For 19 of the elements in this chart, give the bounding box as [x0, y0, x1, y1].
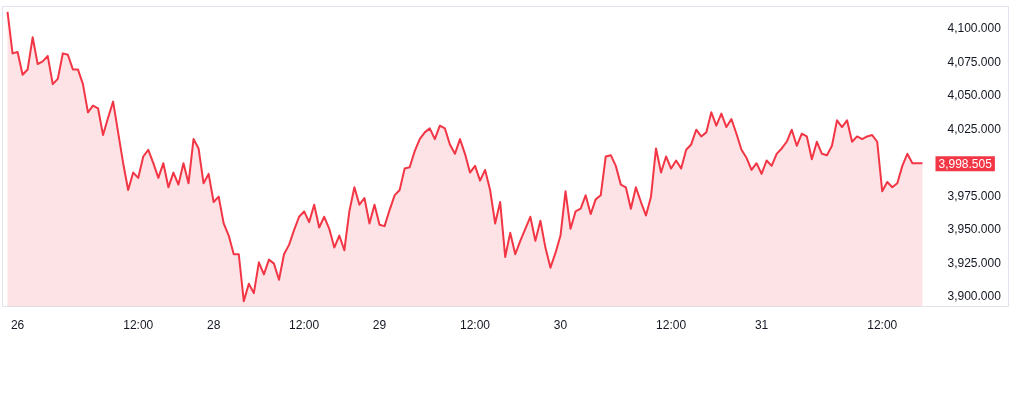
x-tick-label: 12:00 [867, 317, 898, 332]
y-tick-label: 3,975.000 [947, 188, 1002, 203]
x-tick-label: 26 [10, 317, 25, 332]
y-tick-label: 4,100.000 [947, 21, 1002, 36]
y-tick-label: 4,075.000 [947, 54, 1002, 69]
y-tick-label: 3,925.000 [947, 255, 1002, 270]
x-tick-label: 29 [372, 317, 387, 332]
x-tick-label: 12:00 [656, 317, 687, 332]
x-tick-label: 28 [206, 317, 221, 332]
y-tick-label: 4,025.000 [947, 121, 1002, 136]
x-tick-label: 12:00 [460, 317, 491, 332]
y-tick-label: 3,900.000 [947, 289, 1002, 304]
y-tick-label: 4,050.000 [947, 88, 1002, 103]
x-tick-label: 12:00 [123, 317, 154, 332]
x-tick-label: 12:00 [289, 317, 320, 332]
x-tick-label: 31 [754, 317, 769, 332]
text: 3,998.505 [938, 157, 993, 172]
y-tick-label: 3,950.000 [947, 222, 1002, 237]
x-tick-label: 30 [553, 317, 568, 332]
